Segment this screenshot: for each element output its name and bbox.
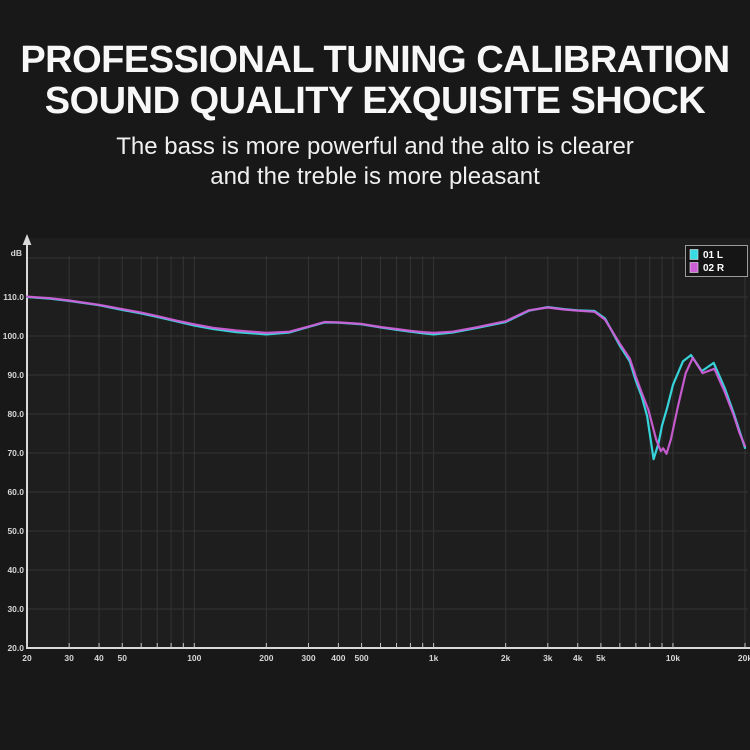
x-tick-label: 50 xyxy=(118,653,128,663)
y-tick-label: 30.0 xyxy=(7,604,24,614)
header: PROFESSIONAL TUNING CALIBRATION SOUND QU… xyxy=(0,0,750,192)
x-tick-label: 30 xyxy=(64,653,74,663)
x-tick-label: 10k xyxy=(666,653,680,663)
x-tick-label: 40 xyxy=(94,653,104,663)
y-axis-arrow-icon xyxy=(22,234,32,245)
legend-swatch-left xyxy=(689,249,699,260)
frequency-response-chart: dB 20.0 30.0 40.0 50.0 60.0 70.0 80.0 90.0 100.0 1… xyxy=(3,234,750,663)
x-tick-label: 100 xyxy=(187,653,201,663)
x-tick-label: 2k xyxy=(501,653,511,663)
y-tick-label: 80.0 xyxy=(7,409,24,419)
y-tick-label: 40.0 xyxy=(7,565,24,575)
y-tick-label: 110.0 xyxy=(3,292,24,302)
legend-swatch-right xyxy=(689,262,699,273)
subtitle-line-2: and the treble is more pleasant xyxy=(210,163,540,190)
plot-area xyxy=(27,238,750,648)
title-line-2: SOUND QUALITY EXQUISITE SHOCK xyxy=(44,80,706,122)
y-tick-label: 50.0 xyxy=(7,526,24,536)
subtitle: The bass is more powerful and the alto i… xyxy=(0,132,750,192)
legend-label-right: 02 R xyxy=(703,263,725,274)
x-tick-label: 200 xyxy=(259,653,273,663)
page-title: PROFESSIONAL TUNING CALIBRATION SOUND QU… xyxy=(0,40,750,122)
x-tick-label: 500 xyxy=(354,653,368,663)
y-tick-label: 60.0 xyxy=(7,487,24,497)
title-line-1: PROFESSIONAL TUNING CALIBRATION xyxy=(20,39,730,81)
y-tick-label: 20.0 xyxy=(7,643,24,653)
x-tick-label: 20k xyxy=(738,653,750,663)
legend-label-left: 01 L xyxy=(703,250,723,261)
y-tick-label: 90.0 xyxy=(7,370,24,380)
y-axis-unit-label: dB xyxy=(11,248,22,258)
y-tick-label: 70.0 xyxy=(7,448,24,458)
x-tick-label: 5k xyxy=(596,653,606,663)
x-tick-label: 1k xyxy=(429,653,439,663)
curve-right-channel xyxy=(25,295,747,455)
subtitle-line-1: The bass is more powerful and the alto i… xyxy=(116,133,634,160)
x-tick-label: 400 xyxy=(331,653,345,663)
y-tick-label: 100.0 xyxy=(3,331,25,341)
x-tick-label: 300 xyxy=(301,653,315,663)
x-tick-label: 20 xyxy=(22,653,32,663)
x-tick-label: 4k xyxy=(573,653,583,663)
x-tick-label: 3k xyxy=(543,653,553,663)
